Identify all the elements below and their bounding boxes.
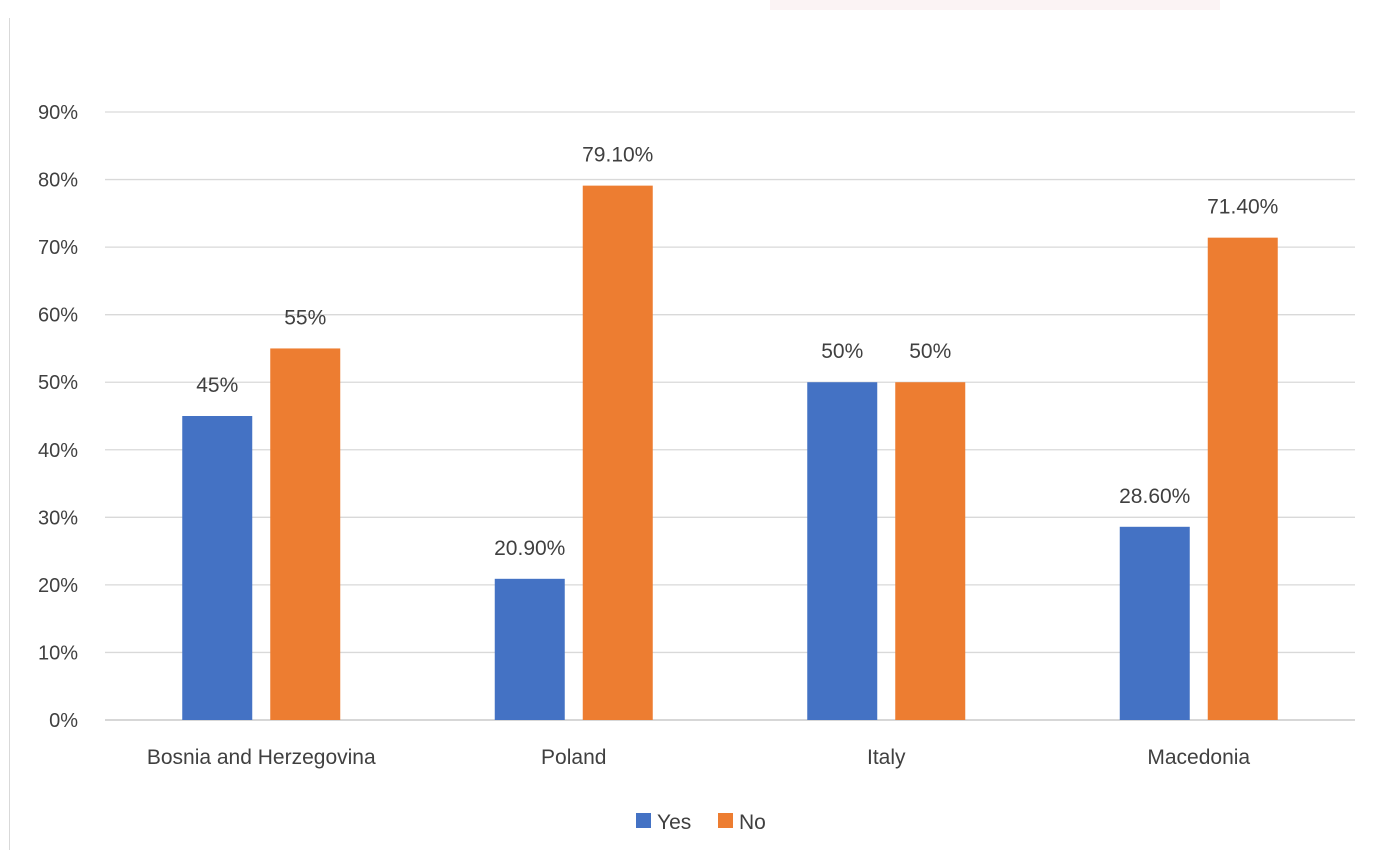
bar-yes-3 [1119,526,1190,720]
data-label: 50% [909,340,951,363]
x-tick-label: Macedonia [1147,746,1250,769]
data-label: 71.40% [1207,196,1278,219]
y-tick-label: 60% [38,305,78,327]
legend-label-no: No [739,811,766,834]
legend-swatch-yes [636,813,651,828]
y-tick-label: 20% [38,575,78,597]
y-tick-label: 30% [38,507,78,529]
legend-label-yes: Yes [657,811,691,834]
data-label: 50% [821,340,863,363]
bar-yes-2 [807,382,878,720]
background-artifact [770,0,1220,10]
data-label: 55% [284,306,326,329]
x-tick-label: Bosnia and Herzegovina [147,746,376,769]
legend-swatch-no [718,813,733,828]
y-tick-label: 70% [38,237,78,259]
data-label: 20.90% [494,537,565,560]
data-label: 45% [196,374,238,397]
bar-no-3 [1207,237,1278,721]
bar-no-1 [582,185,653,720]
y-tick-label: 50% [38,372,78,394]
bar-yes-1 [494,578,565,720]
x-axis-tick-labels: Bosnia and Herzegovina Poland Italy Macedon… [147,746,1251,769]
x-tick-label: Italy [867,746,906,769]
y-tick-label: 10% [38,642,78,664]
bar-no-2 [895,382,966,720]
y-tick-label: 40% [38,440,78,462]
y-axis-tick-labels: 0% 10% 20% 30% 40% 50% 60% 70% 80% 90% [38,102,78,732]
data-label: 28.60% [1119,485,1190,508]
y-tick-label: 90% [38,102,78,124]
legend: Yes No [636,811,766,834]
x-tick-label: Poland [541,746,606,769]
y-tick-label: 0% [49,710,78,732]
bar-no-0 [270,348,341,720]
y-tick-label: 80% [38,170,78,192]
data-label: 79.10% [582,144,653,167]
data-labels: 45% 55% 20.90% 79.10% 50% 50% 28.60% 71.40% [196,144,1278,560]
bars [182,185,1278,721]
frame-left-border [9,18,10,850]
bar-yes-0 [182,416,253,720]
